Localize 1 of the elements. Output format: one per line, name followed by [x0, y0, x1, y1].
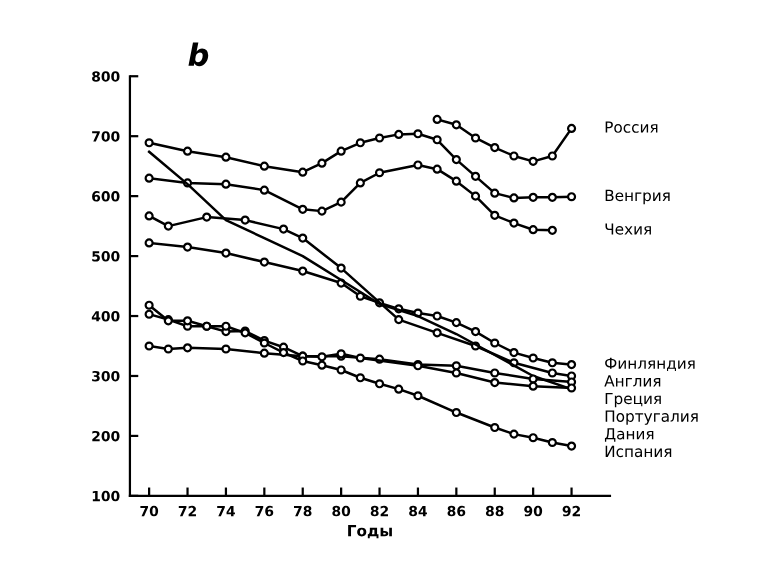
- chart-title: b: [188, 42, 209, 67]
